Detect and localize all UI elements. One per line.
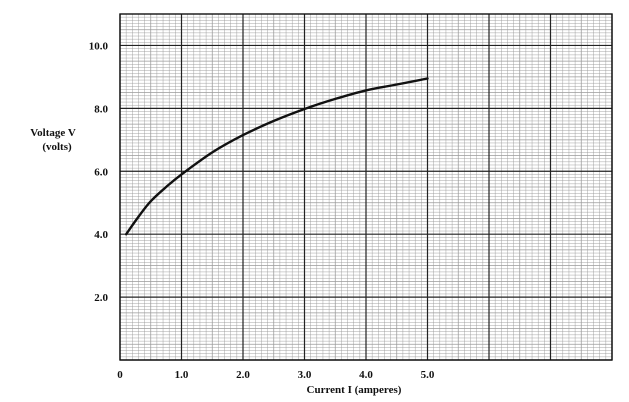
y-axis-title-line2: (volts): [42, 141, 72, 153]
y-axis-title-line1: Voltage V: [30, 127, 76, 139]
y-tick-label: 10.0: [89, 40, 109, 52]
x-tick-label: 5.0: [421, 369, 435, 381]
x-tick-label: 0: [117, 369, 123, 381]
x-tick-label: 2.0: [236, 369, 250, 381]
series-group: [125, 77, 429, 236]
y-tick-labels: 2.0 4.0 6.0 8.0 10.0: [89, 40, 109, 304]
y-tick-label: 4.0: [94, 229, 108, 241]
x-tick-labels: 0 1.0 2.0 3.0 4.0 5.0: [117, 369, 435, 381]
series-line: [125, 77, 429, 236]
y-tick-label: 2.0: [94, 292, 108, 304]
x-tick-label: 1.0: [175, 369, 189, 381]
x-tick-label: 4.0: [359, 369, 373, 381]
y-tick-label: 8.0: [94, 103, 108, 115]
x-tick-label: 3.0: [298, 369, 312, 381]
plot-frame: [119, 13, 613, 361]
x-axis-title: Current I (amperes): [307, 384, 402, 396]
y-tick-label: 6.0: [94, 166, 108, 178]
